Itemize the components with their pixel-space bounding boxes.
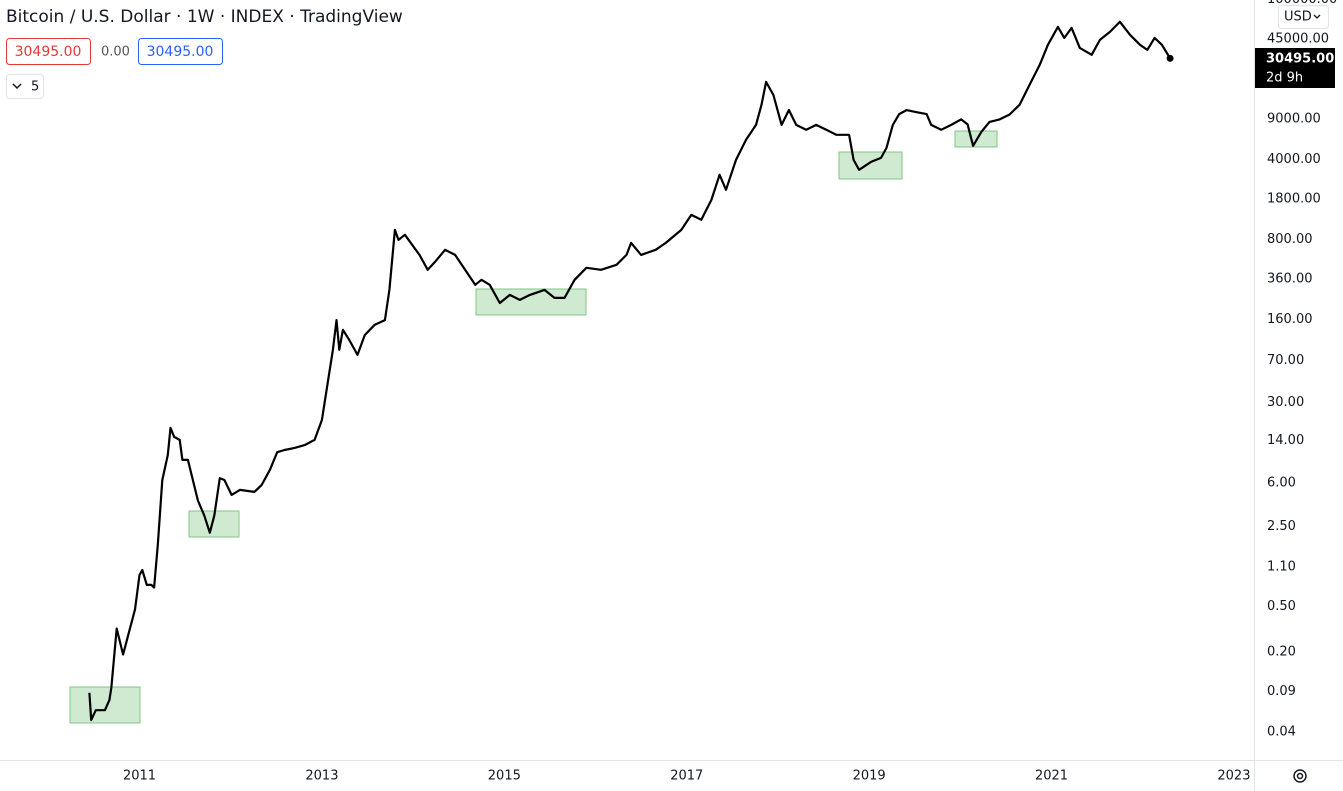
x-tick-label: 2013 — [305, 769, 338, 784]
y-tick-label: 100000.00 — [1267, 0, 1337, 7]
close-price: 30495.00 — [147, 44, 214, 60]
x-tick-label: 2021 — [1035, 769, 1068, 784]
chevron — [1313, 14, 1321, 19]
y-tick-label: 1.10 — [1267, 560, 1296, 575]
close-box[interactable] — [138, 38, 223, 65]
price-tag-value: 30495.00 — [1266, 52, 1334, 67]
y-tick-label: 45000.00 — [1267, 31, 1329, 46]
zone — [475, 288, 587, 316]
y-tick-label: 800.00 — [1267, 232, 1313, 247]
y-tick-label: 1800.00 — [1267, 192, 1321, 207]
open-box — [6, 38, 91, 65]
x-tick-label: 2019 — [853, 769, 886, 784]
currency: USD — [1284, 10, 1312, 25]
y-tick-label: 160.00 — [1267, 312, 1313, 327]
zone — [69, 686, 141, 724]
indicator-count: 5 — [31, 80, 39, 95]
y-tick-label: 2.50 — [1267, 519, 1296, 534]
y-tick-label: 70.00 — [1267, 353, 1304, 368]
open-price: 30495.00 — [15, 44, 82, 60]
x-tick-label: 2015 — [488, 769, 521, 784]
y-tick-label: 360.00 — [1267, 272, 1313, 287]
price-line — [88, 20, 1172, 722]
y-tick-label: 0.09 — [1267, 684, 1296, 699]
y-tick-label: 0.04 — [1267, 725, 1296, 740]
plot — [88, 20, 1174, 722]
gear — [1293, 769, 1307, 783]
zone — [838, 151, 903, 180]
y-tick-label: 0.50 — [1267, 599, 1296, 614]
change: 0.00 — [101, 45, 130, 60]
y-tick-label: 6.00 — [1267, 475, 1296, 490]
chevron — [12, 83, 22, 90]
y-tick-label: 4000.00 — [1267, 152, 1321, 167]
x-tick-label: 2017 — [670, 769, 703, 784]
price-tag — [1255, 48, 1335, 88]
x-tick-label: 2023 — [1217, 769, 1250, 784]
settings-icon[interactable] — [1293, 769, 1307, 783]
chart-title: Bitcoin / U.S. Dollar · 1W · INDEX · Tra… — [6, 7, 403, 27]
y-tick-label: 0.20 — [1267, 644, 1296, 659]
gear-hub — [1296, 772, 1304, 780]
countdown: 2d 9h — [1266, 71, 1303, 86]
y-tick-label: 14.00 — [1267, 433, 1304, 448]
currency-select[interactable] — [1278, 5, 1329, 29]
y-tick-label: 9000.00 — [1267, 112, 1321, 127]
last-price-dot — [1166, 54, 1174, 62]
y-tick-label: 30.00 — [1267, 395, 1304, 410]
indicator-toggle[interactable] — [6, 74, 44, 99]
x-tick-label: 2011 — [123, 769, 156, 784]
